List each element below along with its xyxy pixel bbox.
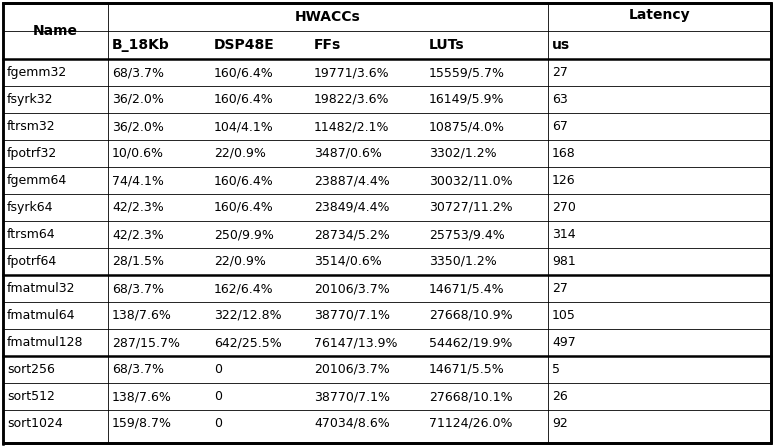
Text: 30727/11.2%: 30727/11.2% <box>429 201 512 214</box>
Text: 160/6.4%: 160/6.4% <box>214 174 274 187</box>
Text: 26: 26 <box>552 390 568 403</box>
Text: 63: 63 <box>552 93 568 106</box>
Text: 20106/3.7%: 20106/3.7% <box>314 282 390 295</box>
Text: 0: 0 <box>214 417 222 430</box>
Text: 68/3.7%: 68/3.7% <box>112 282 164 295</box>
Text: 138/7.6%: 138/7.6% <box>112 309 172 322</box>
Text: 104/4.1%: 104/4.1% <box>214 120 274 133</box>
Text: 92: 92 <box>552 417 568 430</box>
Text: 126: 126 <box>552 174 576 187</box>
Text: 74/4.1%: 74/4.1% <box>112 174 164 187</box>
Text: 54462/19.9%: 54462/19.9% <box>429 336 512 349</box>
Text: 22/0.9%: 22/0.9% <box>214 147 266 160</box>
Text: 47034/8.6%: 47034/8.6% <box>314 417 390 430</box>
Text: 322/12.8%: 322/12.8% <box>214 309 282 322</box>
Text: 36/2.0%: 36/2.0% <box>112 120 164 133</box>
Text: 162/6.4%: 162/6.4% <box>214 282 274 295</box>
Text: fgemm64: fgemm64 <box>7 174 67 187</box>
Text: 5: 5 <box>552 363 560 376</box>
Text: 27668/10.9%: 27668/10.9% <box>429 309 512 322</box>
Text: DSP48E: DSP48E <box>214 38 275 52</box>
Text: 27: 27 <box>552 66 568 79</box>
Text: 160/6.4%: 160/6.4% <box>214 201 274 214</box>
Text: fsyrk64: fsyrk64 <box>7 201 53 214</box>
Text: 497: 497 <box>552 336 576 349</box>
Text: 36/2.0%: 36/2.0% <box>112 93 164 106</box>
Text: 14671/5.5%: 14671/5.5% <box>429 363 505 376</box>
Text: us: us <box>552 38 570 52</box>
Text: 0: 0 <box>214 363 222 376</box>
Text: 168: 168 <box>552 147 576 160</box>
Text: Name: Name <box>33 24 78 38</box>
Text: 0: 0 <box>214 390 222 403</box>
Text: 642/25.5%: 642/25.5% <box>214 336 282 349</box>
Text: 68/3.7%: 68/3.7% <box>112 363 164 376</box>
Text: 76147/13.9%: 76147/13.9% <box>314 336 398 349</box>
Text: 10/0.6%: 10/0.6% <box>112 147 164 160</box>
Text: ftrsm32: ftrsm32 <box>7 120 56 133</box>
Text: fsyrk32: fsyrk32 <box>7 93 53 106</box>
Text: 3514/0.6%: 3514/0.6% <box>314 255 382 268</box>
Text: fmatmul64: fmatmul64 <box>7 309 76 322</box>
Text: 105: 105 <box>552 309 576 322</box>
Text: sort256: sort256 <box>7 363 55 376</box>
Text: 16149/5.9%: 16149/5.9% <box>429 93 505 106</box>
Text: B_18Kb: B_18Kb <box>112 38 170 52</box>
Text: fgemm32: fgemm32 <box>7 66 67 79</box>
Text: 3350/1.2%: 3350/1.2% <box>429 255 497 268</box>
Text: fmatmul32: fmatmul32 <box>7 282 76 295</box>
Text: 68/3.7%: 68/3.7% <box>112 66 164 79</box>
Text: 250/9.9%: 250/9.9% <box>214 228 274 241</box>
Text: 270: 270 <box>552 201 576 214</box>
Text: 159/8.7%: 159/8.7% <box>112 417 172 430</box>
Text: 20106/3.7%: 20106/3.7% <box>314 363 390 376</box>
Text: 30032/11.0%: 30032/11.0% <box>429 174 512 187</box>
Text: 71124/26.0%: 71124/26.0% <box>429 417 512 430</box>
Text: 28734/5.2%: 28734/5.2% <box>314 228 390 241</box>
Text: 27668/10.1%: 27668/10.1% <box>429 390 512 403</box>
Text: 3302/1.2%: 3302/1.2% <box>429 147 497 160</box>
Text: 38770/7.1%: 38770/7.1% <box>314 309 390 322</box>
Text: 19822/3.6%: 19822/3.6% <box>314 93 389 106</box>
Text: 67: 67 <box>552 120 568 133</box>
Text: 42/2.3%: 42/2.3% <box>112 228 164 241</box>
Text: FFs: FFs <box>314 38 341 52</box>
Text: 23887/4.4%: 23887/4.4% <box>314 174 390 187</box>
Text: 287/15.7%: 287/15.7% <box>112 336 180 349</box>
Text: 23849/4.4%: 23849/4.4% <box>314 201 389 214</box>
Text: sort1024: sort1024 <box>7 417 63 430</box>
Text: 160/6.4%: 160/6.4% <box>214 93 274 106</box>
Text: 11482/2.1%: 11482/2.1% <box>314 120 389 133</box>
Text: 42/2.3%: 42/2.3% <box>112 201 164 214</box>
Text: 19771/3.6%: 19771/3.6% <box>314 66 389 79</box>
Text: ftrsm64: ftrsm64 <box>7 228 56 241</box>
Text: sort512: sort512 <box>7 390 55 403</box>
Text: 3487/0.6%: 3487/0.6% <box>314 147 382 160</box>
Text: 981: 981 <box>552 255 576 268</box>
Text: fmatmul128: fmatmul128 <box>7 336 84 349</box>
Text: fpotrf64: fpotrf64 <box>7 255 57 268</box>
Text: Latency: Latency <box>628 8 690 22</box>
Text: LUTs: LUTs <box>429 38 464 52</box>
Text: 27: 27 <box>552 282 568 295</box>
Text: 25753/9.4%: 25753/9.4% <box>429 228 505 241</box>
Text: 38770/7.1%: 38770/7.1% <box>314 390 390 403</box>
Text: 28/1.5%: 28/1.5% <box>112 255 164 268</box>
Text: 314: 314 <box>552 228 576 241</box>
Text: 14671/5.4%: 14671/5.4% <box>429 282 505 295</box>
Text: 138/7.6%: 138/7.6% <box>112 390 172 403</box>
Text: 15559/5.7%: 15559/5.7% <box>429 66 505 79</box>
Text: 22/0.9%: 22/0.9% <box>214 255 266 268</box>
Text: 10875/4.0%: 10875/4.0% <box>429 120 505 133</box>
Text: fpotrf32: fpotrf32 <box>7 147 57 160</box>
Text: 160/6.4%: 160/6.4% <box>214 66 274 79</box>
Text: HWACCs: HWACCs <box>295 10 361 24</box>
